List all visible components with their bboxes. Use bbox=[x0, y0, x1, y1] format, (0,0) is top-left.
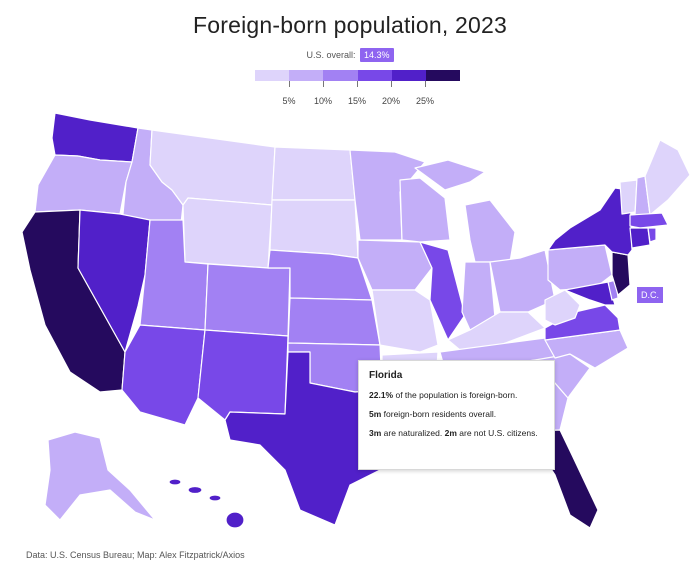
us-overall-label: U.S. overall: bbox=[306, 50, 356, 60]
legend-swatch-2 bbox=[289, 70, 324, 81]
state-maine[interactable] bbox=[644, 139, 691, 216]
us-overall: U.S. overall: 14.3% bbox=[0, 48, 700, 62]
source-credit: Data: U.S. Census Bureau; Map: Alex Fitz… bbox=[26, 550, 245, 560]
tooltip-title: Florida bbox=[369, 370, 403, 381]
color-legend: 5% 10% 15% 20% 25% bbox=[255, 70, 461, 106]
state-nevada[interactable] bbox=[77, 209, 151, 353]
state-massachusetts[interactable] bbox=[629, 212, 669, 229]
legend-swatch-6 bbox=[425, 70, 461, 81]
state-missouri[interactable] bbox=[371, 289, 439, 353]
legend-label-10: 10% bbox=[313, 96, 333, 106]
state-arizona[interactable] bbox=[121, 324, 206, 426]
tooltip-noncitizen-text: are not U.S. citizens. bbox=[456, 428, 538, 438]
state-iowa[interactable] bbox=[357, 239, 433, 291]
legend-swatches bbox=[255, 70, 461, 81]
tooltip-share-text: of the population is foreign-born. bbox=[393, 390, 518, 400]
legend-label-20: 20% bbox=[381, 96, 401, 106]
tooltip-line-share: 22.1% of the population is foreign-born. bbox=[369, 390, 544, 401]
state-new-mexico[interactable] bbox=[197, 329, 289, 421]
state-maryland[interactable] bbox=[564, 281, 616, 306]
state-alaska[interactable] bbox=[44, 431, 156, 521]
us-state-map bbox=[21, 112, 691, 529]
legend-swatch-3 bbox=[323, 70, 358, 81]
state-wyoming[interactable] bbox=[182, 197, 273, 269]
tooltip-noncitizen-value: 2m bbox=[444, 428, 457, 438]
tooltip-naturalized-text: are naturalized. bbox=[381, 428, 445, 438]
state-south-dakota[interactable] bbox=[269, 199, 359, 259]
state-rhode-island[interactable] bbox=[647, 227, 657, 243]
legend-ticks bbox=[255, 81, 460, 89]
legend-swatch-4 bbox=[357, 70, 392, 81]
state-colorado[interactable] bbox=[204, 263, 291, 337]
state-wisconsin[interactable] bbox=[399, 177, 451, 243]
state-connecticut[interactable] bbox=[629, 227, 651, 249]
dc-label[interactable]: D.C. bbox=[637, 287, 663, 303]
legend-label-25: 25% bbox=[415, 96, 435, 106]
chart-title: Foreign-born population, 2023 bbox=[193, 12, 507, 38]
legend-tick bbox=[357, 81, 358, 87]
legend-swatch-5 bbox=[391, 70, 426, 81]
state-michigan[interactable] bbox=[464, 199, 516, 263]
legend-tick bbox=[323, 81, 324, 87]
legend-tick bbox=[289, 81, 290, 87]
state-kansas[interactable] bbox=[287, 297, 381, 346]
state-michigan-up[interactable] bbox=[414, 159, 486, 191]
state-oregon[interactable] bbox=[34, 154, 133, 215]
legend-tick bbox=[425, 81, 426, 87]
legend-swatch-1 bbox=[255, 70, 290, 81]
tooltip-total-value: 5m bbox=[369, 409, 382, 419]
state-washington[interactable] bbox=[51, 112, 139, 163]
tooltip-share-value: 22.1% bbox=[369, 390, 394, 400]
state-hawaii[interactable] bbox=[168, 478, 245, 529]
state-texas[interactable] bbox=[224, 351, 396, 526]
us-overall-badge: 14.3% bbox=[360, 48, 394, 62]
tooltip-line-citizenship: 3m are naturalized. 2m are not U.S. citi… bbox=[369, 428, 544, 439]
tooltip-total-text: foreign-born residents overall. bbox=[381, 409, 497, 419]
state-tooltip: Florida 22.1% of the population is forei… bbox=[358, 360, 555, 470]
state-vermont[interactable] bbox=[619, 179, 638, 215]
state-north-dakota[interactable] bbox=[271, 146, 356, 201]
legend-tick bbox=[391, 81, 392, 87]
tooltip-naturalized-value: 3m bbox=[369, 428, 382, 438]
state-new-york[interactable] bbox=[547, 187, 633, 256]
tooltip-line-total: 5m foreign-born residents overall. bbox=[369, 409, 544, 420]
legend-label-15: 15% bbox=[347, 96, 367, 106]
legend-label-5: 5% bbox=[282, 96, 296, 106]
